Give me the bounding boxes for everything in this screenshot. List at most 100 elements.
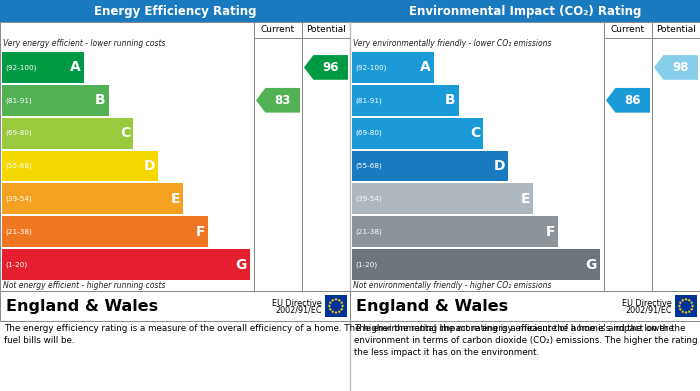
Text: Not environmentally friendly - higher CO₂ emissions: Not environmentally friendly - higher CO… — [353, 281, 552, 290]
Text: (81-91): (81-91) — [355, 97, 382, 104]
Polygon shape — [256, 88, 300, 113]
Text: 83: 83 — [274, 94, 290, 107]
Text: Not energy efficient - higher running costs: Not energy efficient - higher running co… — [3, 281, 165, 290]
Bar — [352, 118, 484, 149]
Polygon shape — [331, 299, 335, 302]
Text: (69-80): (69-80) — [355, 130, 382, 136]
Polygon shape — [654, 55, 698, 80]
Bar — [0, 0, 350, 22]
Polygon shape — [691, 305, 694, 308]
Text: D: D — [494, 159, 505, 173]
Text: (1-20): (1-20) — [355, 261, 377, 268]
Text: (39-54): (39-54) — [5, 196, 32, 202]
Bar — [352, 216, 558, 247]
Text: Current: Current — [611, 25, 645, 34]
Polygon shape — [681, 310, 685, 314]
Polygon shape — [328, 308, 332, 311]
Text: D: D — [144, 159, 155, 173]
Text: F: F — [545, 225, 555, 239]
Bar — [0, 291, 350, 321]
Text: G: G — [586, 258, 597, 272]
Text: Current: Current — [261, 25, 295, 34]
Polygon shape — [331, 310, 335, 314]
Polygon shape — [678, 301, 682, 305]
Bar — [350, 0, 700, 22]
Text: (39-54): (39-54) — [355, 196, 382, 202]
Text: 2002/91/EC: 2002/91/EC — [276, 305, 322, 314]
Text: Very energy efficient - lower running costs: Very energy efficient - lower running co… — [3, 39, 165, 48]
Text: Energy Efficiency Rating: Energy Efficiency Rating — [94, 5, 256, 18]
Text: 98: 98 — [672, 61, 689, 74]
Polygon shape — [340, 301, 344, 305]
Bar — [2, 151, 158, 181]
Bar — [2, 52, 84, 83]
Bar — [2, 249, 250, 280]
Polygon shape — [684, 298, 688, 301]
Text: A: A — [70, 61, 80, 74]
Bar — [352, 52, 434, 83]
Text: EU Directive: EU Directive — [272, 298, 322, 307]
Polygon shape — [684, 311, 688, 314]
Text: 2002/91/EC: 2002/91/EC — [626, 305, 672, 314]
Text: Potential: Potential — [306, 25, 346, 34]
Text: (92-100): (92-100) — [355, 64, 386, 71]
Text: E: E — [171, 192, 180, 206]
Bar — [2, 118, 134, 149]
Text: The environmental impact rating is a measure of a home's impact on the environme: The environmental impact rating is a mea… — [354, 324, 698, 357]
Polygon shape — [690, 308, 694, 311]
Bar — [350, 291, 700, 321]
Text: A: A — [420, 61, 430, 74]
Polygon shape — [328, 301, 332, 305]
Polygon shape — [606, 88, 650, 113]
Text: (1-20): (1-20) — [5, 261, 27, 268]
Text: B: B — [445, 93, 456, 107]
Bar — [352, 249, 600, 280]
Polygon shape — [678, 308, 682, 311]
Bar — [2, 85, 108, 116]
Polygon shape — [687, 310, 691, 314]
Text: F: F — [195, 225, 205, 239]
Bar — [352, 183, 533, 214]
Bar — [2, 216, 208, 247]
Text: C: C — [470, 126, 480, 140]
Text: EU Directive: EU Directive — [622, 298, 672, 307]
Text: (21-38): (21-38) — [355, 228, 382, 235]
Text: 86: 86 — [624, 94, 640, 107]
Polygon shape — [334, 298, 338, 301]
Bar — [2, 183, 183, 214]
Text: (21-38): (21-38) — [5, 228, 32, 235]
Polygon shape — [681, 299, 685, 302]
Text: 96: 96 — [322, 61, 339, 74]
Text: England & Wales: England & Wales — [6, 298, 158, 314]
Polygon shape — [337, 299, 341, 302]
Polygon shape — [690, 301, 694, 305]
Text: Very environmentally friendly - lower CO₂ emissions: Very environmentally friendly - lower CO… — [353, 39, 552, 48]
Bar — [352, 85, 459, 116]
Polygon shape — [328, 305, 331, 308]
Text: G: G — [236, 258, 247, 272]
Polygon shape — [340, 308, 344, 311]
Text: Potential: Potential — [656, 25, 696, 34]
Text: (55-68): (55-68) — [5, 163, 32, 169]
Bar — [0, 22, 350, 291]
Text: (92-100): (92-100) — [5, 64, 36, 71]
Polygon shape — [304, 55, 348, 80]
Bar — [675, 295, 697, 317]
Polygon shape — [687, 299, 691, 302]
Text: (81-91): (81-91) — [5, 97, 32, 104]
Bar — [350, 22, 700, 291]
Text: England & Wales: England & Wales — [356, 298, 508, 314]
Polygon shape — [678, 305, 681, 308]
Text: E: E — [521, 192, 530, 206]
Text: (55-68): (55-68) — [355, 163, 382, 169]
Polygon shape — [334, 311, 338, 314]
Text: The energy efficiency rating is a measure of the overall efficiency of a home. T: The energy efficiency rating is a measur… — [4, 324, 685, 345]
Text: (69-80): (69-80) — [5, 130, 32, 136]
Bar — [352, 151, 508, 181]
Text: C: C — [120, 126, 130, 140]
Bar — [325, 295, 347, 317]
Polygon shape — [341, 305, 344, 308]
Text: B: B — [95, 93, 106, 107]
Polygon shape — [337, 310, 341, 314]
Text: Environmental Impact (CO₂) Rating: Environmental Impact (CO₂) Rating — [409, 5, 641, 18]
